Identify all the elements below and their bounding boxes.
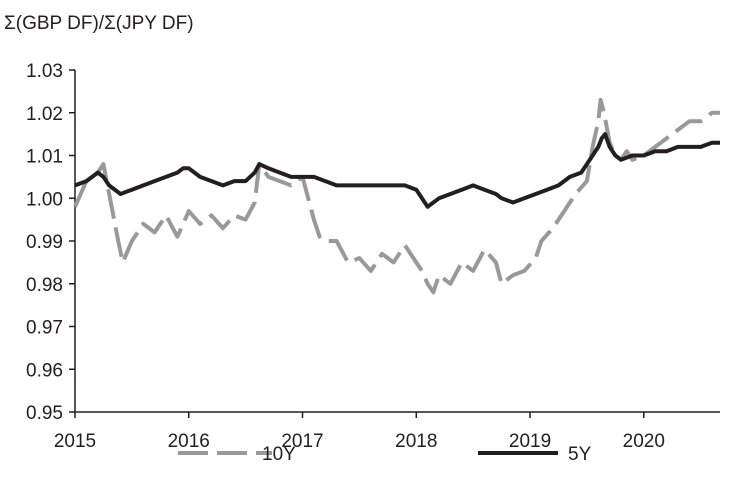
x-tick-label: 2015	[54, 431, 96, 452]
x-tick-label: 2020	[623, 431, 665, 452]
plot-area	[73, 97, 720, 295]
x-axis: 2015 2016 2017 2018 2019 2020	[54, 411, 720, 452]
y-tick-label: 1.00	[26, 189, 63, 210]
x-tick-label: 2019	[509, 431, 551, 452]
y-tick-label: 0.96	[26, 360, 63, 381]
series-line-5y	[74, 132, 720, 209]
series-line-10y	[73, 97, 720, 295]
y-tick-label: 0.97	[26, 318, 63, 339]
legend-label-10y: 10Y	[262, 444, 296, 465]
x-tick-label: 2016	[168, 431, 210, 452]
y-axis-label: Σ(GBP DF)/Σ(JPY DF)	[4, 13, 194, 34]
y-tick-label: 0.95	[26, 403, 63, 424]
x-tick-label: 2018	[395, 431, 437, 452]
y-tick-label: 0.99	[26, 232, 63, 253]
x-tick-label: 2017	[281, 431, 323, 452]
y-tick-label: 1.02	[26, 104, 63, 125]
y-tick-label: 1.03	[26, 61, 63, 82]
y-tick-label: 0.98	[26, 275, 63, 296]
y-tick-label: 1.01	[26, 147, 63, 168]
legend-label-5y: 5Y	[568, 444, 592, 465]
legend: 10Y 5Y	[178, 444, 592, 465]
y-axis: 0.95 0.96 0.97 0.98 0.99 1.00 1.01 1.02 1.03	[26, 61, 76, 424]
